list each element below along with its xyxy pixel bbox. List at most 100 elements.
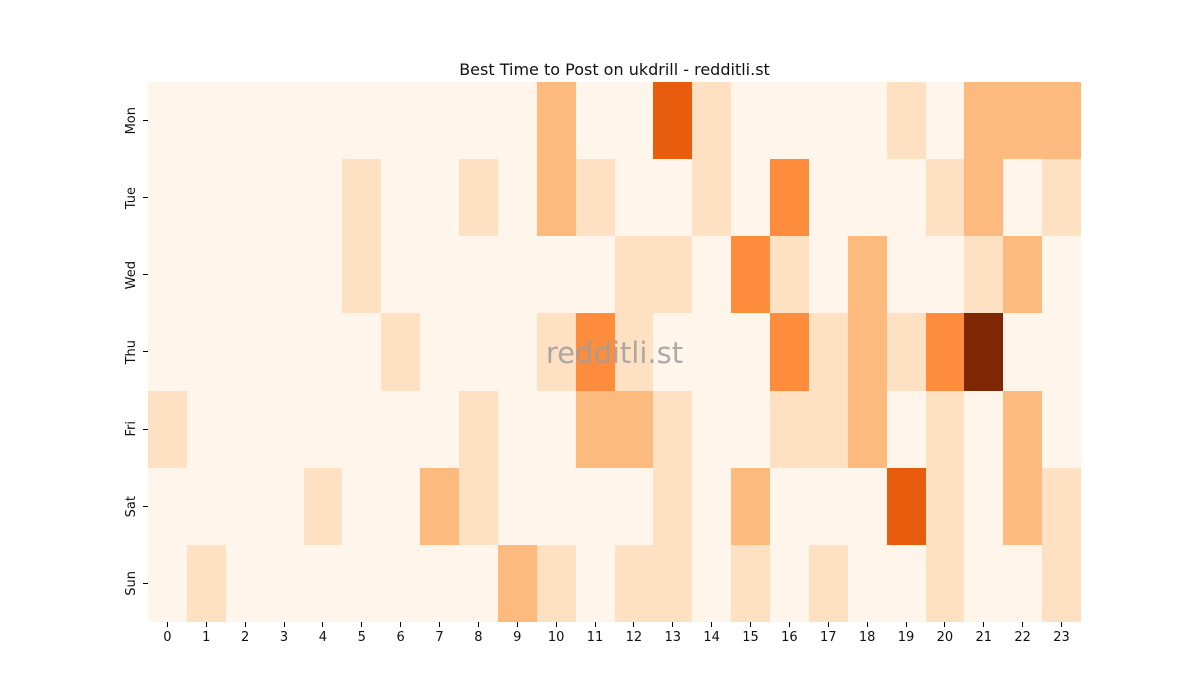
y-tick-label: Sun — [124, 571, 139, 596]
heatmap-cell — [536, 236, 576, 314]
x-tick-mark — [711, 622, 713, 627]
heatmap-cell — [731, 467, 770, 545]
y-tick-label: Sat — [124, 495, 139, 517]
heatmap-cell — [536, 159, 576, 237]
x-tick-label: 5 — [357, 630, 366, 645]
heatmap-cell — [575, 313, 615, 391]
heatmap-cell — [1003, 313, 1043, 391]
x-tick: 17 — [809, 622, 848, 652]
x-tick-mark — [750, 622, 752, 627]
heatmap-cell — [614, 236, 654, 314]
heatmap-cell — [497, 544, 537, 622]
x-tick-label: 4 — [318, 630, 328, 645]
heatmap-cell — [420, 159, 459, 237]
heatmap-cell — [1042, 236, 1081, 314]
x-tick-mark — [361, 622, 363, 627]
heatmap-cell — [653, 544, 693, 622]
x-tick-mark — [400, 622, 402, 627]
x-tick-mark — [516, 622, 518, 627]
heatmap-cell — [264, 544, 304, 622]
heatmap-cell — [925, 159, 965, 237]
x-tick-mark — [1061, 622, 1063, 627]
heatmap-cell — [225, 313, 265, 391]
heatmap-cell — [148, 236, 187, 314]
y-tick-mark — [143, 351, 148, 353]
y-tick: Thu — [108, 313, 148, 390]
x-tick-mark — [866, 622, 868, 627]
x-tick-mark — [555, 622, 557, 627]
x-tick-label: 14 — [703, 630, 720, 645]
heatmap-cell — [381, 313, 421, 391]
heatmap-cell — [536, 82, 576, 160]
x-tick: 13 — [653, 622, 692, 652]
heatmap-cell — [420, 236, 459, 314]
heatmap-cell — [653, 82, 693, 160]
heatmap-cell — [847, 467, 887, 545]
heatmap-cell — [342, 313, 382, 391]
heatmap-cell — [731, 82, 770, 160]
x-tick: 11 — [576, 622, 615, 652]
heatmap-cell — [303, 390, 343, 468]
x-tick-label: 1 — [202, 630, 211, 645]
x-tick-mark — [983, 622, 985, 627]
x-tick-label: 21 — [975, 630, 993, 645]
x-tick: 0 — [148, 622, 187, 652]
heatmap-cell — [459, 544, 498, 622]
x-tick: 12 — [615, 622, 654, 652]
y-axis: Mon Tue Wed Thu Fri Sat Sun — [108, 82, 148, 622]
heatmap-cell — [342, 236, 382, 314]
y-tick: Tue — [108, 159, 148, 236]
heatmap-cell — [459, 236, 498, 314]
heatmap-cell — [264, 313, 304, 391]
heatmap-cell — [692, 313, 732, 391]
heatmap-cell — [808, 467, 848, 545]
heatmap-cell — [808, 390, 848, 468]
heatmap-cell — [614, 390, 654, 468]
x-tick-label: 15 — [742, 630, 759, 645]
heatmap-cell — [808, 82, 848, 160]
x-tick: 14 — [692, 622, 731, 652]
heatmap-cell — [536, 313, 576, 391]
heatmap-cell — [536, 467, 576, 545]
heatmap-cell — [925, 82, 965, 160]
heatmap-cell — [225, 544, 265, 622]
heatmap-cell — [847, 236, 887, 314]
heatmap-cell — [148, 159, 187, 237]
heatmap-cell — [225, 236, 265, 314]
heatmap-cell — [614, 544, 654, 622]
heatmap-cell — [964, 82, 1004, 160]
heatmap-cell — [1003, 159, 1043, 237]
heatmap-cell — [497, 313, 537, 391]
x-tick-label: 10 — [547, 630, 565, 645]
heatmap-cell — [770, 467, 809, 545]
heatmap-cell — [925, 236, 965, 314]
heatmap-cell — [381, 236, 421, 314]
heatmap-cell — [148, 390, 187, 468]
heatmap-cell — [925, 313, 965, 391]
heatmap-cell — [381, 390, 421, 468]
x-tick: 6 — [381, 622, 420, 652]
x-tick-mark — [827, 622, 829, 627]
x-tick-label: 3 — [279, 630, 289, 645]
heatmap-cell — [653, 159, 693, 237]
heatmap-cell — [186, 159, 226, 237]
heatmap-cell — [847, 390, 887, 468]
x-tick-mark — [205, 622, 207, 627]
heatmap-cell — [303, 82, 343, 160]
heatmap-cell — [342, 82, 382, 160]
y-tick-label: Mon — [124, 106, 139, 135]
x-tick: 1 — [187, 622, 226, 652]
heatmap-cell — [964, 313, 1004, 391]
heatmap-cell — [186, 467, 226, 545]
x-tick: 4 — [304, 622, 343, 652]
heatmap-cell — [925, 390, 965, 468]
y-tick-mark — [143, 274, 148, 276]
chart-title: Best Time to Post on ukdrill - redditli.… — [459, 60, 770, 79]
y-tick: Fri — [108, 391, 148, 468]
heatmap-cell — [964, 236, 1004, 314]
heatmap-cell — [342, 544, 382, 622]
x-tick-label: 12 — [625, 630, 643, 645]
heatmap-cell — [692, 82, 732, 160]
heatmap-cell — [459, 313, 498, 391]
